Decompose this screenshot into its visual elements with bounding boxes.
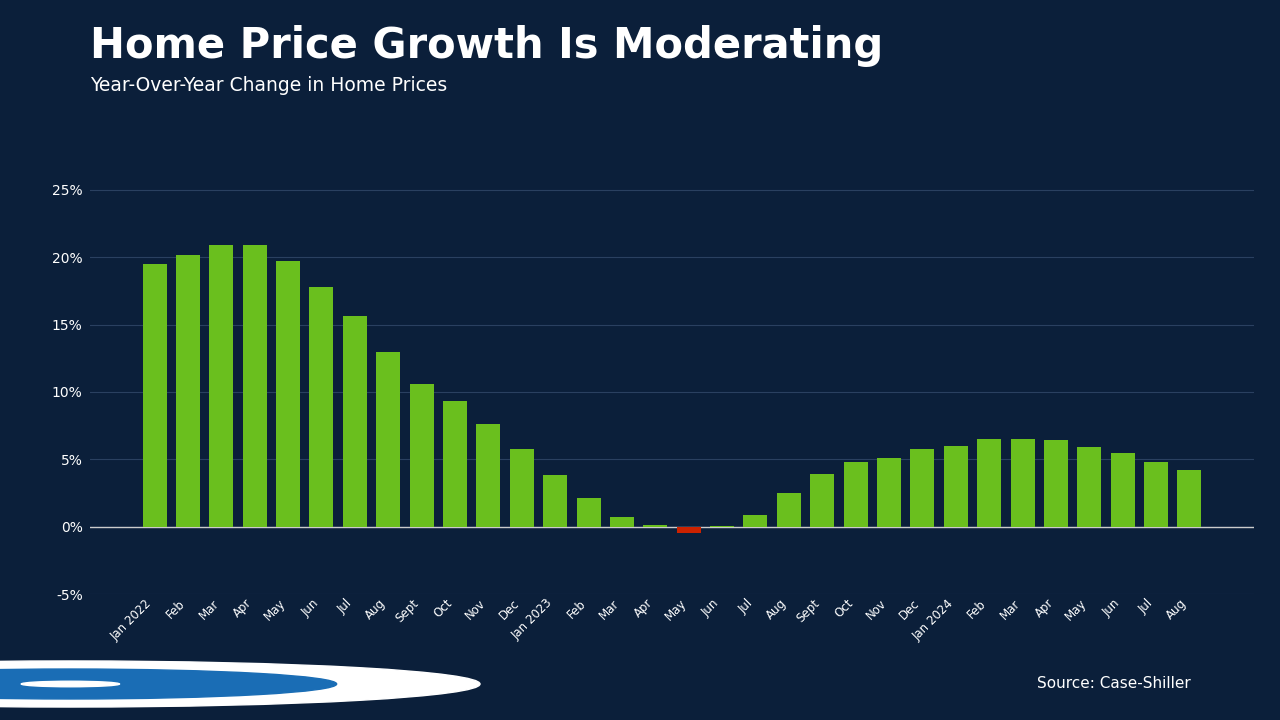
Bar [1044,441,1068,526]
Bar [977,439,1001,526]
Bar [910,449,934,526]
Bar [243,245,266,526]
Circle shape [0,661,480,707]
Bar [744,515,768,526]
Bar [476,424,500,526]
Bar [1178,470,1202,526]
Text: Source: Case-Shiller: Source: Case-Shiller [1037,677,1190,691]
Bar [1078,447,1101,526]
Bar [1144,462,1169,526]
Bar [310,287,334,526]
Bar [410,384,434,526]
Bar [210,245,233,526]
Bar [1111,453,1134,526]
Bar [142,264,166,526]
Bar [276,261,300,526]
Bar [777,493,801,526]
Bar [609,517,634,526]
Bar [509,449,534,526]
Bar [543,475,567,526]
Text: Year-Over-Year Change in Home Prices: Year-Over-Year Change in Home Prices [90,76,447,94]
Bar [343,317,367,526]
Bar [677,526,700,534]
Bar [576,498,600,526]
Circle shape [22,681,119,687]
Bar [877,458,901,526]
Bar [810,474,835,526]
Bar [943,446,968,526]
Bar [844,462,868,526]
Text: KEEPING CURRENT MATTERS: KEEPING CURRENT MATTERS [138,675,452,693]
Bar [376,351,401,526]
Bar [175,255,200,526]
Text: Home Price Growth Is Moderating: Home Price Growth Is Moderating [90,25,883,67]
Circle shape [0,669,337,699]
Bar [443,401,467,526]
Bar [1010,439,1034,526]
